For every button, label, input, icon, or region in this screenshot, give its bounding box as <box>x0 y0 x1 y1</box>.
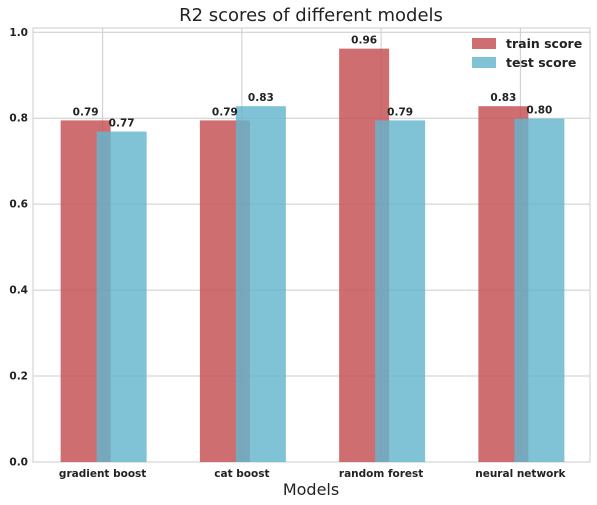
legend-swatch <box>472 57 496 68</box>
value-labels: 0.79 0.79 0.96 0.83 0.77 0.83 0.79 0.80 <box>73 35 553 130</box>
y-tick-label: 0.2 <box>9 371 28 383</box>
x-tick-label: cat boost <box>214 468 269 480</box>
bar-test-score <box>514 118 565 462</box>
y-tick-label: 0.6 <box>9 199 28 211</box>
x-tick-label: gradient boost <box>59 468 146 480</box>
y-tick-label: 0.0 <box>9 457 28 469</box>
legend: train score test score <box>472 36 582 70</box>
y-tick-label: 1.0 <box>9 27 28 39</box>
chart-title: R2 scores of different models <box>179 5 443 26</box>
y-tick-label: 0.4 <box>9 285 28 297</box>
x-tick-labels: gradient boost cat boost random forest neur… <box>59 468 567 480</box>
bar-value-label: 0.79 <box>212 106 238 118</box>
bar-test-score <box>96 131 147 462</box>
bar-value-label: 0.79 <box>73 106 99 118</box>
y-tick-labels: 0.0 0.2 0.4 0.6 0.8 1.0 <box>9 27 28 469</box>
x-axis-label: Models <box>283 480 339 499</box>
bar-value-label: 0.83 <box>248 92 274 104</box>
bar-value-label: 0.77 <box>109 118 135 130</box>
legend-label: test score <box>506 55 576 70</box>
legend-swatch <box>472 38 496 49</box>
bar-test-score <box>375 120 426 462</box>
bar-value-label: 0.80 <box>526 105 552 117</box>
bar-value-label: 0.79 <box>387 106 413 118</box>
bar-value-label: 0.83 <box>490 92 516 104</box>
x-tick-label: neural network <box>475 468 566 480</box>
legend-label: train score <box>506 36 582 51</box>
x-tick-label: random forest <box>339 468 423 480</box>
bar-value-label: 0.96 <box>351 35 377 47</box>
y-tick-label: 0.8 <box>9 113 28 125</box>
bars <box>60 48 565 463</box>
bar-test-score <box>235 106 286 463</box>
